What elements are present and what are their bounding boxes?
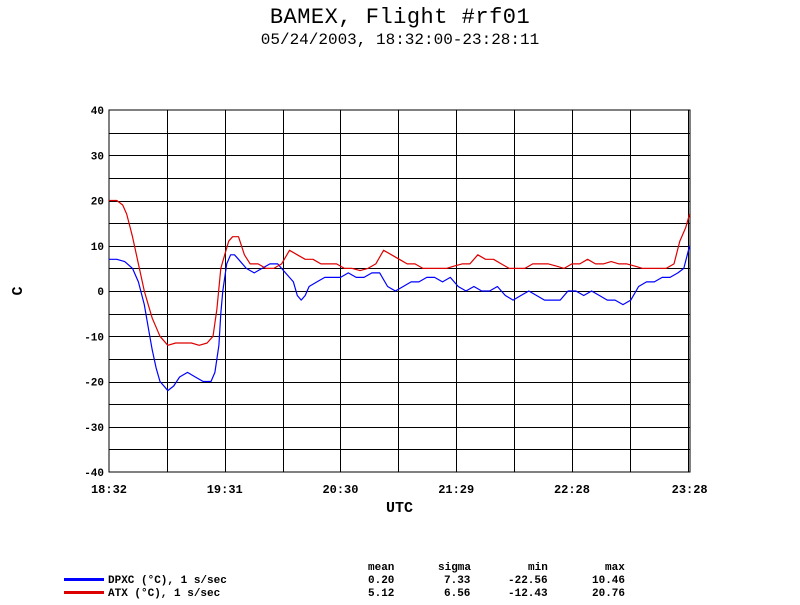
x-tick-label: 18:32: [91, 483, 127, 497]
y-tick-label: -40: [84, 468, 104, 480]
x-tick-label: 21:29: [438, 483, 474, 497]
y-tick-label: -10: [84, 332, 104, 344]
y-tick-label: -20: [84, 378, 104, 390]
chart-title: BAMEX, Flight #rf01: [269, 5, 531, 30]
y-tick-label: 20: [91, 197, 104, 209]
y-tick-label: -30: [84, 423, 104, 435]
x-tick-label: 23:28: [672, 483, 708, 497]
y-tick-label: 10: [91, 242, 104, 254]
x-tick-label: 19:31: [207, 483, 243, 497]
x-tick-label: 20:30: [322, 483, 358, 497]
y-tick-label: 30: [91, 151, 104, 163]
series-line-dpxc: [109, 245, 691, 392]
y-tick-label: 40: [91, 106, 104, 118]
chart-subtitle: 05/24/2003, 18:32:00-23:28:11: [260, 31, 540, 49]
y-tick-label: 0: [97, 287, 104, 299]
y-axis-label: C: [10, 286, 27, 295]
x-tick-label: 22:28: [554, 483, 590, 497]
series-line-atx: [109, 199, 691, 346]
x-axis-label: UTC: [386, 500, 413, 517]
